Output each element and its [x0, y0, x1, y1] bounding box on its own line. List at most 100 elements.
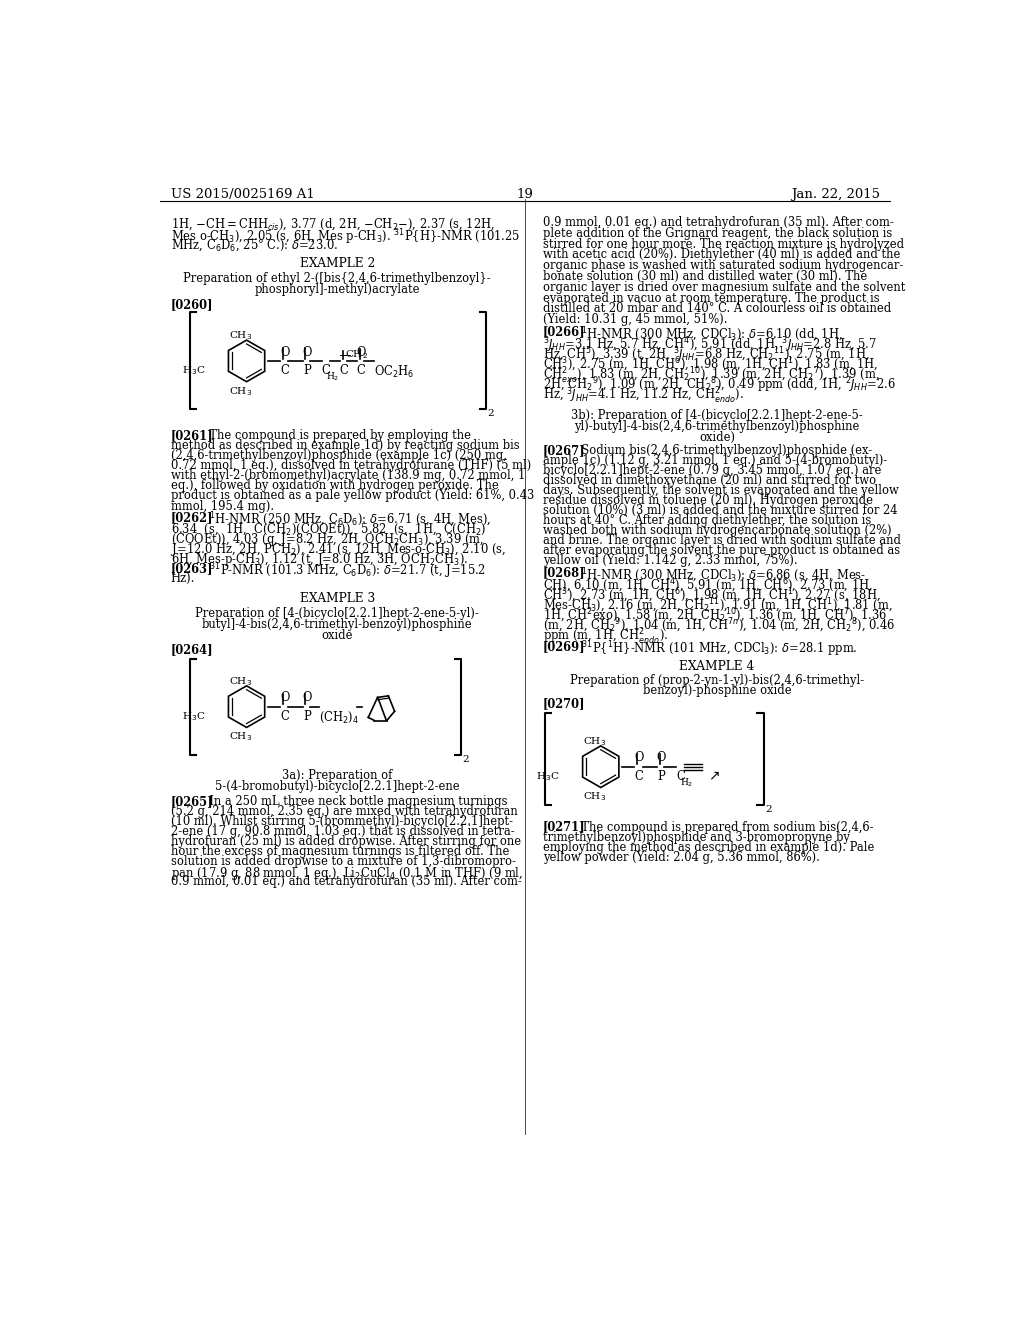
Text: washed both with sodium hydrogencarbonate solution (2%): washed both with sodium hydrogencarbonat…: [543, 524, 891, 537]
Text: O: O: [634, 751, 643, 764]
Text: ample 1c) (1.12 g, 3.21 mmol, 1 eq.) and 5-(4-bromobutyl)-: ample 1c) (1.12 g, 3.21 mmol, 1 eq.) and…: [543, 454, 887, 467]
Text: trimethylbenzoyl)phosphide and 3-bromopropyne by: trimethylbenzoyl)phosphide and 3-bromopr…: [543, 830, 850, 843]
Text: H$_2$: H$_2$: [680, 776, 693, 789]
Text: H$_2$: H$_2$: [326, 371, 339, 383]
Text: O: O: [302, 346, 311, 359]
Text: bonate solution (30 ml) and distilled water (30 ml). The: bonate solution (30 ml) and distilled wa…: [543, 271, 867, 282]
Text: 3a): Preparation of: 3a): Preparation of: [282, 770, 392, 781]
Text: hour the excess of magnesium turnings is filtered off. The: hour the excess of magnesium turnings is…: [171, 845, 509, 858]
Text: H$_3$C: H$_3$C: [182, 364, 206, 376]
Text: J=12.0 Hz, 2H, PCH$_2$), 2.41 (s, 12H, Mes-o-CH$_3$), 2.10 (s,: J=12.0 Hz, 2H, PCH$_2$), 2.41 (s, 12H, M…: [171, 541, 506, 558]
Text: CH$_3$: CH$_3$: [583, 735, 606, 748]
Text: days. Subsequently, the solvent is evaporated and the yellow: days. Subsequently, the solvent is evapo…: [543, 484, 898, 498]
Text: [0271]: [0271]: [543, 821, 586, 834]
Text: Hz).: Hz).: [171, 572, 195, 585]
Text: CH$_2$: CH$_2$: [345, 348, 368, 360]
Text: Preparation of [4-(bicyclo[2.2.1]hept-2-ene-5-yl)-: Preparation of [4-(bicyclo[2.2.1]hept-2-…: [196, 607, 479, 620]
Text: CH$_3$: CH$_3$: [228, 675, 252, 688]
Text: [0270]: [0270]: [543, 697, 585, 710]
Text: stirred for one hour more. The reaction mixture is hydrolyzed: stirred for one hour more. The reaction …: [543, 238, 904, 251]
Text: 6H, Mes-p-CH$_3$), 1.12 (t, J=8.0 Hz, 3H, OCH$_2$CH$_3$).: 6H, Mes-p-CH$_3$), 1.12 (t, J=8.0 Hz, 3H…: [171, 552, 468, 568]
Text: C: C: [322, 364, 331, 378]
Text: 5-(4-bromobutyl)-bicyclo[2.2.1]hept-2-ene: 5-(4-bromobutyl)-bicyclo[2.2.1]hept-2-en…: [215, 780, 460, 793]
Text: EXAMPLE 3: EXAMPLE 3: [300, 591, 375, 605]
Text: yl)-butyl]-4-bis(2,4,6-trimethylbenzoyl)phosphine: yl)-butyl]-4-bis(2,4,6-trimethylbenzoyl)…: [574, 420, 860, 433]
Text: phosphoryl]-methyl)acrylate: phosphoryl]-methyl)acrylate: [255, 284, 420, 296]
Text: Hz, CH$^5$), 3.39 (t, 2H, $^3J_{HH}$=6.8 Hz, CH$_2$$^{11}$), 2.75 (m, 1H,: Hz, CH$^5$), 3.39 (t, 2H, $^3J_{HH}$=6.8…: [543, 346, 869, 366]
Text: $^1$H-NMR (300 MHz, CDCl$_3$): $\delta$=6.10 (dd, 1H,: $^1$H-NMR (300 MHz, CDCl$_3$): $\delta$=…: [573, 326, 843, 343]
Text: Mes o-CH$_3$), 2.05 (s, 6H, Mes p-CH$_3$). $^{31}$P{H}-NMR (101.25: Mes o-CH$_3$), 2.05 (s, 6H, Mes p-CH$_3$…: [171, 227, 520, 247]
Text: 2-ene (17 g, 90.8 mmol, 1.03 eq.) that is dissolved in tetra-: 2-ene (17 g, 90.8 mmol, 1.03 eq.) that i…: [171, 825, 514, 838]
Text: (m, 2H, CH$_2$$^9$), 1.04 (m, 1H, CH$^{7n}$), 1.04 (m, 2H, CH$_2$$^8$), 0.46: (m, 2H, CH$_2$$^9$), 1.04 (m, 1H, CH$^{7…: [543, 616, 895, 635]
Text: 0.9 mmol, 0.01 eq.) and tetrahydrofuran (35 ml). After com-: 0.9 mmol, 0.01 eq.) and tetrahydrofuran …: [543, 216, 893, 230]
Text: 2: 2: [765, 805, 772, 814]
Text: H$_3$C: H$_3$C: [537, 770, 560, 783]
Text: O: O: [280, 692, 289, 705]
Text: mmol, 195.4 mg).: mmol, 195.4 mg).: [171, 499, 273, 512]
Text: distilled at 20 mbar and 140° C. A colourless oil is obtained: distilled at 20 mbar and 140° C. A colou…: [543, 302, 891, 315]
Text: [0262]: [0262]: [171, 511, 213, 524]
Text: C: C: [340, 364, 348, 378]
Text: C: C: [356, 364, 366, 378]
Text: 2: 2: [487, 409, 495, 417]
Text: benzoyl)-phosphine oxide: benzoyl)-phosphine oxide: [643, 684, 792, 697]
Text: [0269]: [0269]: [543, 640, 586, 652]
Text: C: C: [280, 710, 289, 723]
Text: EXAMPLE 2: EXAMPLE 2: [300, 257, 375, 271]
Text: 2: 2: [463, 755, 469, 764]
Text: O: O: [280, 346, 289, 359]
Text: $^{31}$P{$^1$H}-NMR (101 MHz, CDCl$_3$): $\delta$=28.1 ppm.: $^{31}$P{$^1$H}-NMR (101 MHz, CDCl$_3$):…: [573, 640, 857, 659]
Text: after evaporating the solvent the pure product is obtained as: after evaporating the solvent the pure p…: [543, 544, 900, 557]
Text: [0266]: [0266]: [543, 326, 586, 338]
Text: solution is added dropwise to a mixture of 1,3-dibromopro-: solution is added dropwise to a mixture …: [171, 855, 515, 869]
Text: EXAMPLE 4: EXAMPLE 4: [679, 660, 755, 673]
Text: bicyclo[2.2.1]hept-2-ene (0.79 g, 3.45 mmol, 1.07 eq.) are: bicyclo[2.2.1]hept-2-ene (0.79 g, 3.45 m…: [543, 465, 881, 477]
Text: ppm (m, 1H, CH$^2_{endo}$).: ppm (m, 1H, CH$^2_{endo}$).: [543, 627, 668, 647]
Text: C: C: [634, 770, 643, 783]
Text: with acetic acid (20%). Diethylether (40 ml) is added and the: with acetic acid (20%). Diethylether (40…: [543, 248, 900, 261]
Text: (COOEt)), 4.03 (q, J=8.2 Hz, 2H, OCH$_2$CH$_3$), 3.39 (m,: (COOEt)), 4.03 (q, J=8.2 Hz, 2H, OCH$_2$…: [171, 531, 483, 548]
Text: residue dissolved in toluene (20 ml). Hydrogen peroxide: residue dissolved in toluene (20 ml). Hy…: [543, 494, 872, 507]
Text: with ethyl-2-(bromomethyl)acrylate (138.9 mg, 0.72 mmol, 1: with ethyl-2-(bromomethyl)acrylate (138.…: [171, 470, 525, 483]
Text: (Yield: 10.31 g, 45 mmol, 51%).: (Yield: 10.31 g, 45 mmol, 51%).: [543, 313, 727, 326]
Text: C: C: [676, 770, 685, 783]
Text: (5.2 g, 214 mmol, 2.35 eq.) are mixed with tetrahydrofuran: (5.2 g, 214 mmol, 2.35 eq.) are mixed wi…: [171, 805, 517, 818]
Text: 6.34  (s,  1H,  C(CH$_2$)(COOEt)),  5.82  (s,  1H,  C(CH$_2$): 6.34 (s, 1H, C(CH$_2$)(COOEt)), 5.82 (s,…: [171, 521, 486, 536]
Text: O: O: [356, 346, 366, 359]
Text: oxide: oxide: [322, 628, 353, 642]
Text: [0263]: [0263]: [171, 562, 213, 576]
Text: [0268]: [0268]: [543, 566, 586, 579]
Text: $^{31}$P-NMR (101.3 MHz, C$_6$D$_6$): $\delta$=21.7 (t, J=15.2: $^{31}$P-NMR (101.3 MHz, C$_6$D$_6$): $\…: [202, 562, 485, 582]
Text: yellow oil (Yield: 1.142 g, 2.33 mmol, 75%).: yellow oil (Yield: 1.142 g, 2.33 mmol, 7…: [543, 554, 798, 568]
Text: [0264]: [0264]: [171, 644, 213, 656]
Text: method as described in example 1d) by reacting sodium bis: method as described in example 1d) by re…: [171, 440, 519, 453]
Text: 2H, CH$_2$$^9$), 1.09 (m, 2H, CH$_2$$^8$), 0.49 ppm (ddd, 1H, $^2J_{HH}$=2.6: 2H, CH$_2$$^9$), 1.09 (m, 2H, CH$_2$$^8$…: [543, 376, 895, 395]
Text: [0265]: [0265]: [171, 795, 213, 808]
Text: 3b): Preparation of [4-(bicyclo[2.2.1]hept-2-ene-5-: 3b): Preparation of [4-(bicyclo[2.2.1]he…: [571, 409, 863, 422]
Text: Mes-CH$_3$), 2.16 (m, 2H, CH$_2$$^{11}$), 1.91 (m, 1H, CH$^1$), 1.81 (m,: Mes-CH$_3$), 2.16 (m, 2H, CH$_2$$^{11}$)…: [543, 597, 892, 615]
Text: CH), 6.10 (m, 1H, CH$^4$), 5.91 (m, 1H, CH$^6$), 2.73 (m, 1H,: CH), 6.10 (m, 1H, CH$^4$), 5.91 (m, 1H, …: [543, 577, 872, 594]
Text: O: O: [656, 751, 666, 764]
Text: (2,4,6-trimethylbenzoyl)phosphide (example 1c) (250 mg,: (2,4,6-trimethylbenzoyl)phosphide (examp…: [171, 449, 507, 462]
Text: In a 250 mL three neck bottle magnesium turnings: In a 250 mL three neck bottle magnesium …: [202, 795, 507, 808]
Text: Sodium bis(2,4,6-trimethylbenzoyl)phosphide (ex-: Sodium bis(2,4,6-trimethylbenzoyl)phosph…: [573, 444, 871, 457]
Text: The compound is prepared by employing the: The compound is prepared by employing th…: [202, 429, 471, 442]
Text: CH$^3$), 2.73 (m, 1H, CH$^6$), 1.98 (m, 1H, CH$^1$), 2.27 (s, 18H,: CH$^3$), 2.73 (m, 1H, CH$^6$), 1.98 (m, …: [543, 586, 881, 605]
Text: P: P: [657, 770, 665, 783]
Text: CH$^2_{exo}$), 1.83 (m, 2H, CH$_2$$^{10}$), 1.39 (m, 2H, CH$_2$$^7$), 1.39 (m,: CH$^2_{exo}$), 1.83 (m, 2H, CH$_2$$^{10}…: [543, 366, 880, 385]
Text: Preparation of (prop-2-yn-1-yl)-bis(2,4,6-trimethyl-: Preparation of (prop-2-yn-1-yl)-bis(2,4,…: [570, 673, 864, 686]
Text: organic layer is dried over magnesium sulfate and the solvent: organic layer is dried over magnesium su…: [543, 281, 905, 294]
Text: [0260]: [0260]: [171, 298, 213, 312]
Text: Jan. 22, 2015: Jan. 22, 2015: [791, 187, 880, 201]
Text: [0261]: [0261]: [171, 429, 213, 442]
Text: hydrofuran (25 ml) is added dropwise. After stirring for one: hydrofuran (25 ml) is added dropwise. Af…: [171, 836, 521, 849]
Text: $^1$H-NMR (250 MHz, C$_6$D$_6$): $\delta$=6.71 (s, 4H, Mes),: $^1$H-NMR (250 MHz, C$_6$D$_6$): $\delta…: [202, 511, 490, 529]
Text: P: P: [303, 364, 311, 378]
Text: [0267]: [0267]: [543, 444, 586, 457]
Text: C: C: [280, 364, 289, 378]
Text: 0.72 mmol, 1 eq.), dissolved in tetrahydrofurane (THF) (5 ml): 0.72 mmol, 1 eq.), dissolved in tetrahyd…: [171, 459, 530, 473]
Text: and brine. The organic layer is dried with sodium sulfate and: and brine. The organic layer is dried wi…: [543, 535, 901, 548]
Text: hours at 40° C. After adding diethylether, the solution is: hours at 40° C. After adding diethylethe…: [543, 515, 870, 527]
Text: 19: 19: [516, 187, 534, 201]
Text: CH$^3$), 2.75 (m, 1H, CH$^6$), 1.98 (m, 1H, CH$^1$), 1.83 (m, 1H,: CH$^3$), 2.75 (m, 1H, CH$^6$), 1.98 (m, …: [543, 355, 878, 374]
